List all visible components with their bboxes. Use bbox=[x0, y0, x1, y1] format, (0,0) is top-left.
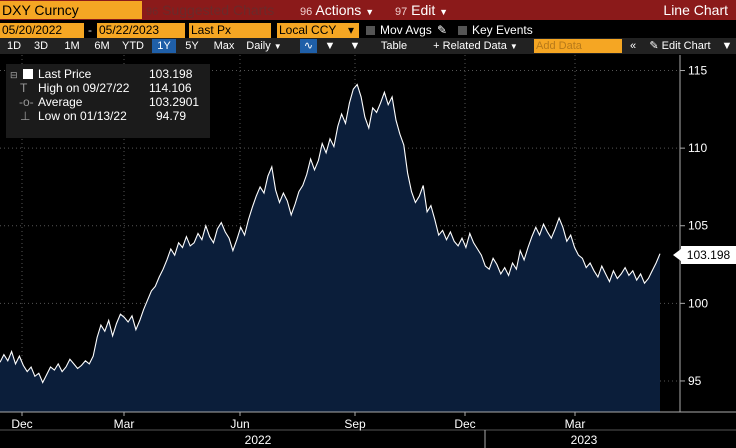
end-date-field[interactable]: 05/22/2023 bbox=[97, 23, 185, 38]
legend-high-label: High on 09/27/22 bbox=[38, 81, 130, 95]
legend-last-value: 103.198 bbox=[149, 67, 193, 81]
x-tick-label: Dec bbox=[454, 417, 475, 431]
edit-menu[interactable]: 97 Edit ▼ bbox=[395, 1, 448, 19]
key-events-label: Key Events bbox=[472, 23, 533, 37]
period-ytd[interactable]: YTD bbox=[122, 40, 144, 52]
currency-selector[interactable]: Local CCY bbox=[277, 23, 347, 38]
related-data-label: Related Data bbox=[442, 40, 507, 52]
edit-menu-label: Edit bbox=[411, 2, 436, 18]
legend-last-label: Last Price bbox=[38, 67, 92, 81]
edit-chart-label: Edit Chart bbox=[661, 40, 711, 52]
period-max[interactable]: Max bbox=[213, 40, 235, 52]
last-price-swatch bbox=[23, 69, 33, 79]
chevron-down-icon[interactable]: ▾ bbox=[347, 23, 359, 38]
period-1d[interactable]: 1D bbox=[6, 40, 22, 52]
chevron-down-icon[interactable]: ▼ bbox=[349, 40, 361, 52]
frequency-label: Daily bbox=[246, 40, 271, 52]
field-selector[interactable]: Last Px bbox=[189, 23, 271, 38]
x-tick-label: Dec bbox=[11, 417, 32, 431]
pencil-icon: ✎ bbox=[649, 40, 659, 52]
x-tick-label: Sep bbox=[344, 417, 366, 431]
chevron-down-icon: ▼ bbox=[439, 7, 449, 17]
mov-avgs-label: Mov Avgs bbox=[380, 23, 432, 37]
y-tick-label: 95 bbox=[688, 374, 702, 388]
price-line bbox=[0, 83, 661, 384]
top-toolbar bbox=[0, 0, 736, 20]
mov-avgs-checkbox[interactable] bbox=[366, 26, 375, 35]
chevron-down-icon: ▼ bbox=[273, 42, 282, 51]
add-data-input[interactable]: Add Data bbox=[534, 39, 622, 53]
suggested-charts-button[interactable]: 96 Suggested Charts bbox=[146, 1, 274, 19]
ticker-field[interactable]: DXY Curncy bbox=[0, 1, 142, 19]
y-tick-label: 110 bbox=[688, 141, 707, 155]
frequency-selector[interactable]: Daily ▼ bbox=[244, 39, 284, 53]
last-value-pointer bbox=[673, 249, 681, 261]
y-tick-label: 105 bbox=[688, 219, 708, 233]
chart-type-title: Line Chart bbox=[663, 2, 728, 18]
edit-chart-button[interactable]: ✎ Edit Chart bbox=[644, 39, 716, 53]
date-separator: - bbox=[88, 23, 92, 37]
chevron-down-icon: ▼ bbox=[365, 7, 375, 17]
actions-menu-label: Actions bbox=[315, 2, 362, 18]
average-marker-icon: -o- bbox=[19, 95, 34, 109]
actions-menu[interactable]: 96 Actions ▼ bbox=[300, 1, 374, 19]
double-chevron-left-icon[interactable]: « bbox=[629, 40, 637, 52]
actions-menu-number: 96 bbox=[300, 6, 313, 18]
last-value-label: 103.198 bbox=[681, 246, 736, 264]
start-date-field[interactable]: 05/20/2022 bbox=[0, 23, 84, 38]
period-1y[interactable]: 1Y bbox=[152, 39, 176, 53]
x-year-label: 2022 bbox=[245, 433, 272, 447]
legend-low-label: Low on 01/13/22 bbox=[38, 109, 127, 123]
legend-panel: ⊟ Last Price 103.198 T High on 09/27/22 … bbox=[6, 64, 210, 138]
legend-low-value: 94.79 bbox=[156, 109, 187, 123]
line-chart-icon[interactable]: ∿ bbox=[300, 39, 317, 53]
chevron-down-icon: ▼ bbox=[509, 42, 518, 51]
key-events-checkbox[interactable] bbox=[458, 26, 467, 35]
period-6m[interactable]: 6M bbox=[94, 40, 110, 52]
collapse-icon[interactable]: ⊟ bbox=[10, 70, 18, 80]
x-tick-label: Mar bbox=[565, 417, 586, 431]
x-tick-label: Jun bbox=[230, 417, 249, 431]
chevron-down-icon[interactable]: ▼ bbox=[721, 40, 733, 52]
menu-number: 96 bbox=[146, 6, 159, 18]
edit-menu-number: 97 bbox=[395, 6, 408, 18]
period-5y[interactable]: 5Y bbox=[185, 40, 199, 52]
table-button[interactable]: Table bbox=[380, 40, 408, 52]
x-year-label: 2023 bbox=[571, 433, 598, 447]
x-tick-label: Mar bbox=[114, 417, 135, 431]
period-3d[interactable]: 3D bbox=[33, 40, 49, 52]
related-data-button[interactable]: + Related Data ▼ bbox=[428, 39, 523, 53]
plus-icon: + bbox=[433, 40, 440, 52]
y-tick-label: 115 bbox=[688, 64, 707, 78]
low-marker-icon: ⊥ bbox=[20, 109, 31, 123]
y-tick-label: 100 bbox=[688, 296, 708, 310]
legend-avg-value: 103.2901 bbox=[149, 95, 200, 109]
suggested-charts-label: Suggested Charts bbox=[162, 2, 275, 18]
period-1m[interactable]: 1M bbox=[64, 40, 80, 52]
high-marker-icon: T bbox=[20, 81, 28, 95]
chart-style-icon[interactable]: ▼ bbox=[324, 40, 336, 52]
pencil-icon[interactable]: ✎ bbox=[437, 23, 448, 37]
legend-avg-label: Average bbox=[38, 95, 83, 109]
area-fill bbox=[0, 84, 660, 412]
legend-high-value: 114.106 bbox=[149, 81, 192, 95]
